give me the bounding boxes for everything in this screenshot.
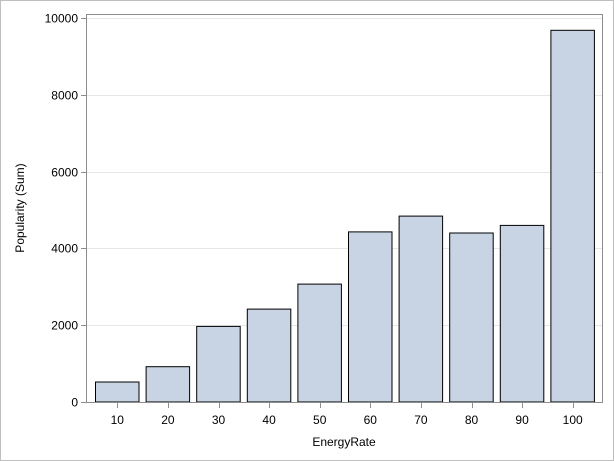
y-axis-title: Popularity (Sum) <box>13 163 27 252</box>
x-tick-label-40: 40 <box>262 413 276 427</box>
x-tick-label-70: 70 <box>414 413 428 427</box>
y-tick-label-6000: 6000 <box>51 166 78 180</box>
x-tick-label-20: 20 <box>161 413 175 427</box>
y-tick-label-8000: 8000 <box>51 89 78 103</box>
plot-area-border <box>86 14 603 403</box>
x-tick-label-100: 100 <box>563 413 583 427</box>
bar-90 <box>499 224 545 403</box>
bars <box>95 29 595 403</box>
bar-40 <box>246 308 292 403</box>
bar-50 <box>297 283 342 403</box>
x-tick-label-50: 50 <box>313 413 327 427</box>
x-axis-ticks: 10 20 30 40 50 60 70 80 90 100 <box>111 402 583 427</box>
bar-10 <box>95 381 140 403</box>
y-tick-label-0: 0 <box>71 396 78 410</box>
bar-80 <box>449 232 494 403</box>
x-axis-title: EnergyRate <box>312 435 376 449</box>
x-tick-label-60: 60 <box>364 413 378 427</box>
bar-60 <box>348 231 393 403</box>
bar-20 <box>145 366 191 403</box>
bar-70 <box>398 215 444 403</box>
x-tick-label-90: 90 <box>515 413 529 427</box>
y-tick-label-4000: 4000 <box>51 242 78 256</box>
bar-100 <box>550 29 595 403</box>
y-tick-label-2000: 2000 <box>51 319 78 333</box>
y-axis-ticks: 0 2000 4000 6000 8000 10000 <box>45 12 87 410</box>
x-tick-label-80: 80 <box>465 413 479 427</box>
bar-30 <box>196 325 241 403</box>
x-tick-label-30: 30 <box>212 413 226 427</box>
x-tick-label-10: 10 <box>111 413 125 427</box>
y-tick-label-10000: 10000 <box>45 12 79 26</box>
